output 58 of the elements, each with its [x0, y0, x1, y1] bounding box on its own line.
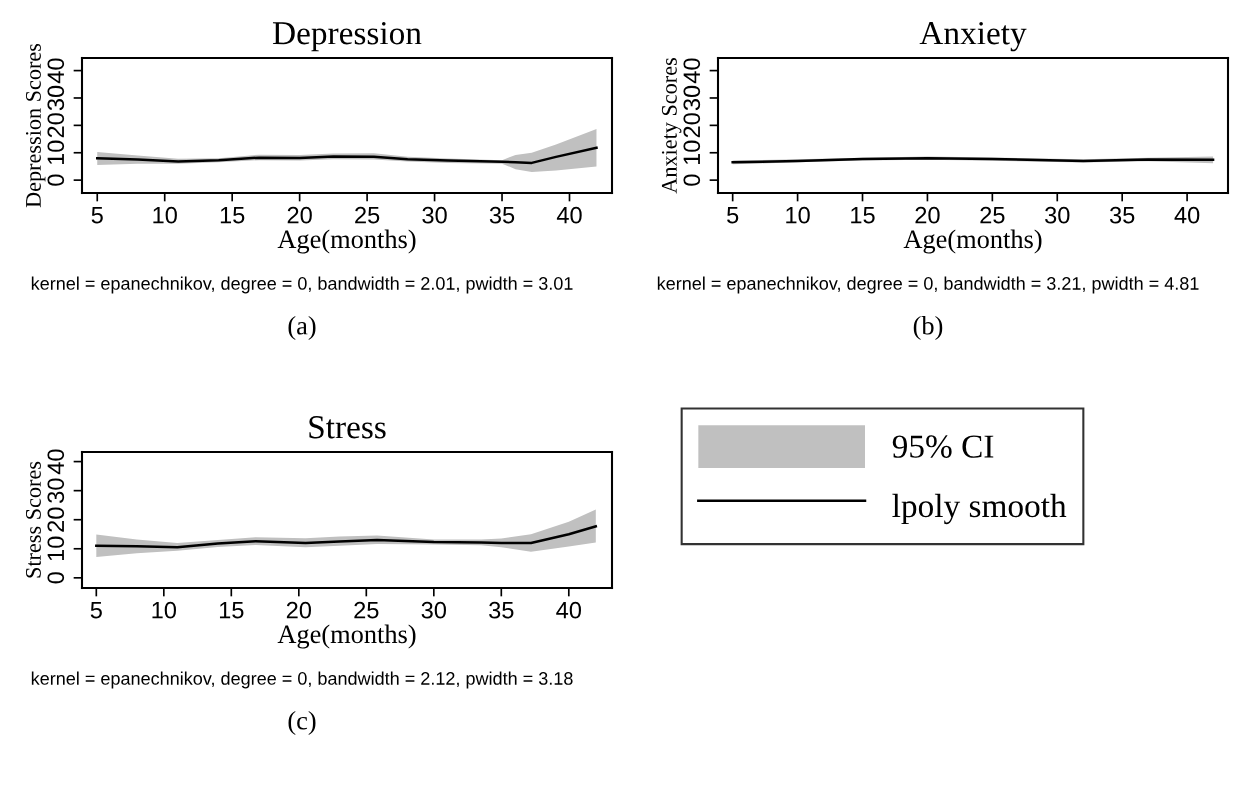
y-tick-label: 30: [47, 85, 65, 111]
x-axis-title: Age(months): [277, 624, 416, 649]
line-series: [95, 525, 598, 549]
x-tick-label: 15: [219, 602, 244, 619]
x-tick-label: 15: [220, 207, 245, 224]
line-series: [96, 146, 598, 165]
x-tick-label: 35: [489, 601, 514, 619]
x-tick-label: 5: [727, 207, 739, 224]
x-tick-label: 25: [355, 206, 380, 224]
chart-title: Stress: [309, 416, 386, 439]
x-tick-label: 35: [1109, 206, 1135, 224]
x-tick-label: 35: [489, 206, 515, 224]
y-tick-label: 40: [47, 58, 65, 84]
y-tick-label: 20: [47, 507, 65, 532]
chart-title: Depression: [272, 22, 422, 52]
x-tick-label: 40: [556, 601, 582, 619]
x-tick-label: 40: [1174, 206, 1200, 224]
text: (a): [288, 316, 316, 340]
y-tick-label: 0: [683, 174, 701, 186]
y-tick-label: 40: [47, 449, 65, 475]
y-tick-label: 10: [683, 140, 701, 165]
y-tick-label: 10: [47, 140, 65, 165]
x-tick-label: 5: [90, 602, 102, 619]
x-tick-label: 40: [556, 206, 582, 224]
text: kernel = epanechnikov, degree = 0, bandwidth = 3.21, pwidth = 4.81: [657, 276, 1199, 294]
x-tick-label: 25: [354, 601, 379, 619]
x-axis-title: Age(months): [277, 229, 416, 254]
x-tick-label: 20: [286, 601, 312, 619]
text: 95% CI: [892, 435, 994, 458]
x-tick-label: 10: [786, 206, 810, 224]
y-tick-label: 20: [47, 113, 65, 138]
x-axis-title: Age(months): [903, 229, 1042, 254]
text: kernel = epanechnikov, degree = 0, bandwidth = 2.12, pwidth = 3.18: [31, 671, 573, 689]
x-tick-label: 5: [91, 207, 103, 224]
y-tick-label: 30: [47, 478, 65, 503]
y-tick-label: 10: [47, 536, 65, 561]
y-tick-label: 40: [683, 58, 701, 84]
text: kernel = epanechnikov, degree = 0, bandwidth = 2.01, pwidth = 3.01: [31, 276, 573, 294]
y-axis-title: Anxiety Scores: [661, 58, 682, 194]
y-axis-title: Stress Scores: [25, 461, 41, 578]
y-tick-label: 20: [683, 113, 701, 138]
x-tick-label: 10: [152, 601, 177, 619]
text: (c): [288, 711, 316, 735]
x-tick-label: 25: [980, 206, 1005, 224]
x-tick-label: 10: [153, 206, 177, 224]
text: lpoly smooth: [892, 493, 1067, 525]
y-tick-label: 0: [47, 174, 65, 186]
x-tick-label: 20: [287, 206, 312, 224]
x-tick-label: 30: [1045, 206, 1070, 224]
y-axis-title: Depression Scores: [25, 43, 46, 208]
x-tick-label: 15: [851, 207, 875, 224]
y-tick-label: 0: [47, 572, 65, 584]
x-tick-label: 30: [422, 206, 447, 224]
chart-title: Anxiety: [919, 22, 1027, 52]
x-tick-label: 30: [421, 601, 447, 619]
text: (b): [913, 316, 943, 340]
y-tick-label: 30: [683, 85, 701, 111]
x-tick-label: 20: [915, 206, 940, 224]
